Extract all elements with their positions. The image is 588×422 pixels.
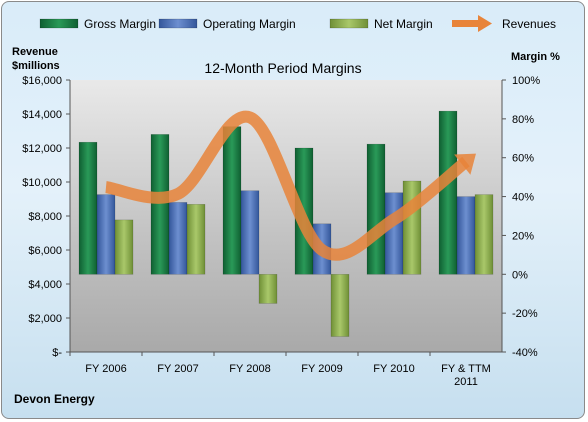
- left-axis-title-line1: Revenue: [12, 46, 58, 58]
- legend-swatch-revenues-arrow: [478, 15, 492, 32]
- left-tick-label-6: $12,000: [22, 143, 62, 155]
- x-tick-label-3: FY 2009: [301, 363, 342, 375]
- left-tick-label-7: $14,000: [22, 109, 62, 121]
- left-axis-ticks: $- $2,000 $4,000 $6,000 $8,000 $10,000 $12,000…: [22, 75, 70, 359]
- right-tick-label-4: 40%: [512, 192, 534, 204]
- bar-net-margin-0: [114, 219, 134, 275]
- bar-gross-margin-5: [438, 110, 458, 275]
- legend-label-revenues: Revenues: [502, 17, 556, 31]
- bar-operating-margin-1: [168, 202, 188, 275]
- bar-net-margin-3: [330, 274, 350, 337]
- right-tick-label-5: 60%: [512, 153, 534, 165]
- company-label: Devon Energy: [14, 392, 95, 406]
- legend-swatch-operating-margin: [158, 18, 198, 29]
- legend-label-operating-margin: Operating Margin: [203, 17, 296, 31]
- bar-net-margin-2: [258, 274, 278, 304]
- right-tick-label-0: -40%: [512, 347, 538, 359]
- right-tick-label-7: 100%: [512, 75, 540, 87]
- left-tick-label-8: $16,000: [22, 75, 62, 87]
- bar-gross-margin-1: [150, 134, 170, 275]
- left-tick-label-2: $4,000: [28, 279, 62, 291]
- left-tick-label-4: $8,000: [28, 211, 62, 223]
- legend: Gross Margin Operating Margin Net Margin Re…: [39, 15, 556, 32]
- bar-gross-margin-0: [78, 141, 98, 275]
- right-tick-label-2: 0%: [512, 269, 528, 281]
- bar-operating-margin-0: [96, 194, 116, 275]
- legend-label-gross-margin: Gross Margin: [84, 17, 156, 31]
- bar-operating-margin-5: [456, 196, 476, 275]
- chart-title: 12-Month Period Margins: [204, 60, 361, 76]
- revenue-line-layer: [104, 110, 476, 261]
- x-tick-label-4: FY 2010: [373, 363, 414, 375]
- x-tick-label-5: FY & TTM 2011: [441, 363, 491, 388]
- x-tick-label-0: FY 2006: [85, 363, 126, 375]
- bar-operating-margin-2: [240, 190, 260, 275]
- right-axis-ticks: -40% -20% 0% 20% 40% 60% 80% 100%: [502, 75, 540, 359]
- left-tick-label-5: $10,000: [22, 177, 62, 189]
- legend-label-net-margin: Net Margin: [374, 17, 433, 31]
- bar-operating-margin-4: [384, 192, 404, 275]
- bar-gross-margin-2: [222, 126, 242, 275]
- left-tick-label-3: $6,000: [28, 245, 62, 257]
- x-tick-label-2: FY 2008: [229, 363, 270, 375]
- revenue-line-arrowhead: [454, 153, 476, 175]
- x-axis-ticks: FY 2006 FY 2007 FY 2008 FY 2009 FY 2010 FY & …: [69, 352, 491, 388]
- right-tick-label-1: -20%: [512, 308, 538, 320]
- right-tick-label-3: 20%: [512, 230, 534, 242]
- bar-gross-margin-4: [366, 143, 386, 275]
- right-tick-label-6: 80%: [512, 114, 534, 126]
- plot-area: [70, 80, 502, 352]
- revenue-line: [104, 110, 470, 261]
- legend-swatch-net-margin: [329, 18, 369, 29]
- x-tick-label-1: FY 2007: [157, 363, 198, 375]
- left-tick-label-0: $-: [52, 347, 62, 359]
- legend-swatch-gross-margin: [39, 18, 79, 29]
- left-tick-label-1: $2,000: [28, 313, 62, 325]
- bar-net-margin-5: [474, 194, 494, 275]
- bar-net-margin-1: [186, 204, 206, 275]
- right-axis-title: Margin %: [511, 51, 560, 63]
- left-axis-title-line2: $millions: [12, 60, 60, 72]
